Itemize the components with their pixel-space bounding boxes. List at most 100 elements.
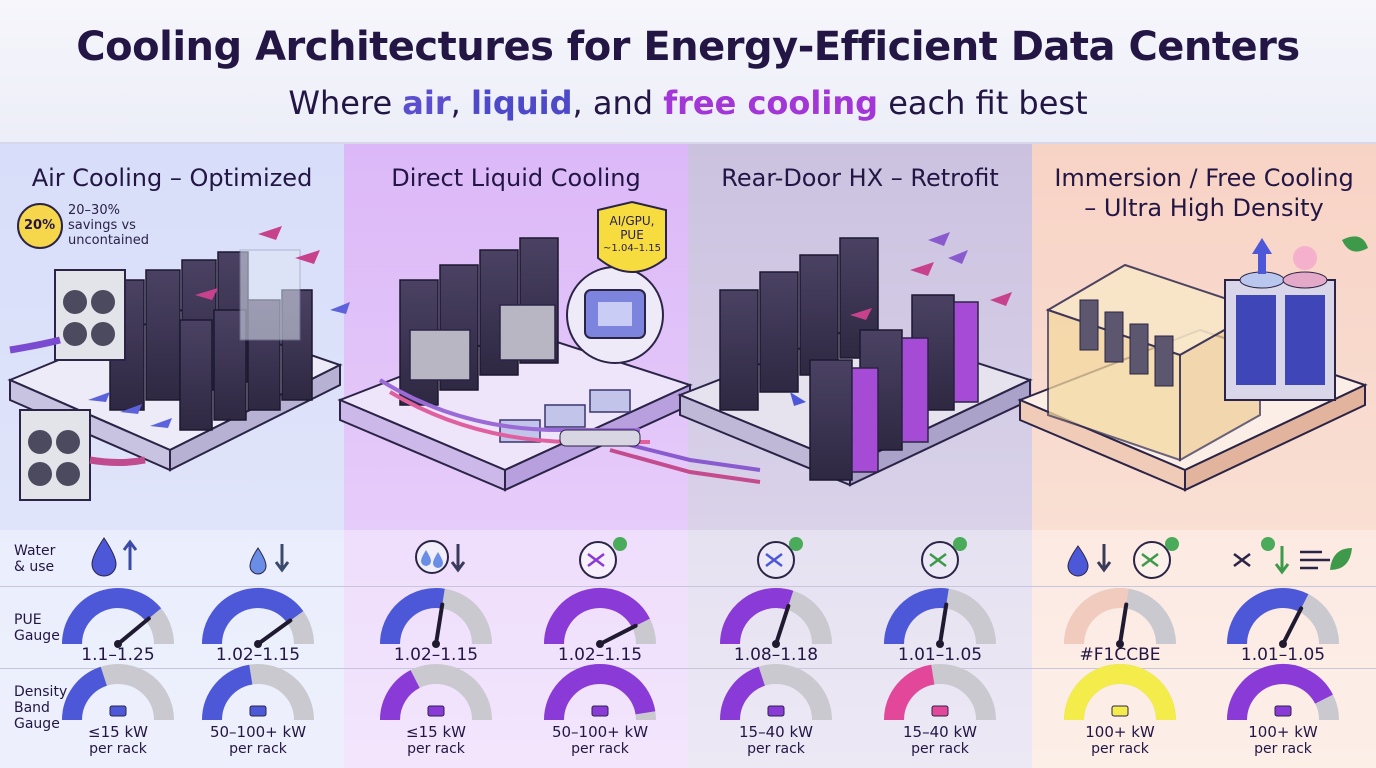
arrow-down-icon-3 bbox=[1096, 544, 1112, 573]
density-2-line-2: per rack bbox=[229, 741, 287, 757]
arrow-down-green-icon bbox=[1274, 546, 1290, 575]
rear-door-illustration bbox=[677, 232, 1033, 487]
density-gauge-3-server-icon bbox=[427, 705, 445, 717]
savings-badge-value: 20% bbox=[24, 218, 56, 233]
density-value-4: 50–100+ kW per rack bbox=[530, 724, 670, 758]
density-gauge-5-server-icon bbox=[767, 705, 785, 717]
density-value-7: 100+ kW per rack bbox=[1050, 724, 1190, 758]
savings-line-1: 20–30% bbox=[68, 203, 120, 218]
subtitle-post: each fit best bbox=[878, 84, 1088, 122]
density-gauge-1 bbox=[62, 664, 174, 721]
shuffle-check-icon-5 bbox=[1233, 537, 1275, 567]
pue-gauge-2 bbox=[202, 588, 314, 648]
density-value-5: 15–40 kW per rack bbox=[706, 724, 846, 758]
density-gauge-1-server-icon bbox=[109, 705, 127, 717]
pue-gauge-4-fill bbox=[544, 588, 650, 645]
density-gauge-5-fill bbox=[720, 666, 766, 721]
water-usage-icons bbox=[91, 537, 1352, 579]
density-label-1: Density bbox=[14, 684, 68, 700]
pue-gauge-3 bbox=[380, 588, 492, 648]
water-drop-icon bbox=[91, 537, 117, 577]
density-gauge-2 bbox=[202, 664, 314, 721]
shuffle-check-icon bbox=[579, 537, 627, 579]
pue-gauge-2-needle bbox=[256, 618, 293, 646]
pue-value-8: 1.01–1.05 bbox=[1240, 645, 1326, 665]
pue-gauge-1 bbox=[62, 588, 174, 648]
arrow-down-icon-2 bbox=[450, 544, 466, 573]
density-gauge-3 bbox=[380, 664, 492, 721]
column-title-immersion-1: Immersion / Free Cooling bbox=[1054, 164, 1354, 192]
pue-gauge-1-needle bbox=[116, 616, 151, 646]
pue-gauge-7-fill bbox=[1064, 588, 1129, 645]
wind-leaf-icon bbox=[1300, 548, 1352, 570]
subtitle-free-cooling: free cooling bbox=[663, 84, 879, 122]
pue-gauge-5-fill bbox=[720, 588, 794, 645]
water-drop-icon-2 bbox=[1067, 545, 1089, 577]
aigpu-line-1: AI/GPU, bbox=[609, 214, 655, 228]
row-divider-1 bbox=[0, 586, 1376, 587]
aigpu-line-2: PUE bbox=[620, 228, 644, 242]
pue-value-1: 1.1–1.25 bbox=[81, 645, 155, 665]
density-value-3: ≤15 kW per rack bbox=[366, 724, 506, 758]
density-gauge-2-server-icon bbox=[249, 705, 267, 717]
density-5-line-2: per rack bbox=[747, 741, 805, 757]
density-gauge-4-server-icon bbox=[591, 705, 609, 717]
density-2-line-1: 50–100+ kW bbox=[209, 723, 307, 741]
density-5-line-1: 15–40 kW bbox=[739, 723, 813, 741]
density-7-line-1: 100+ kW bbox=[1085, 723, 1155, 741]
density-6-line-2: per rack bbox=[911, 741, 969, 757]
pue-gauge-5-needle bbox=[774, 603, 791, 646]
density-gauge-8-fill bbox=[1227, 664, 1333, 721]
subtitle-air: air bbox=[402, 84, 451, 122]
density-gauge-4-fill bbox=[544, 664, 656, 721]
pue-gauge-5 bbox=[720, 588, 832, 648]
subtitle-sep-1: , bbox=[450, 84, 471, 122]
column-title-immersion-2: – Ultra High Density bbox=[1084, 194, 1324, 222]
pue-gauge-8-needle bbox=[1281, 606, 1304, 646]
density-value-6: 15–40 kW per rack bbox=[870, 724, 1010, 758]
shuffle-check-icon-2 bbox=[757, 537, 803, 579]
density-1-line-2: per rack bbox=[89, 741, 147, 757]
header: Cooling Architectures for Energy-Efficie… bbox=[0, 0, 1376, 144]
density-gauge-8 bbox=[1227, 664, 1339, 721]
pue-gauge-6-fill bbox=[884, 588, 949, 645]
density-gauge-7-server-icon bbox=[1111, 705, 1129, 717]
density-gauge-7-fill bbox=[1064, 664, 1176, 721]
page-title: Cooling Architectures for Energy-Efficie… bbox=[76, 24, 1300, 70]
savings-line-3: uncontained bbox=[68, 233, 149, 248]
illustrations bbox=[7, 200, 1368, 501]
pue-gauge-6-needle bbox=[938, 602, 949, 646]
density-gauge-8-server-icon bbox=[1274, 705, 1292, 717]
aigpu-line-3: ~1.04–1.15 bbox=[603, 243, 661, 254]
density-gauge-3-fill bbox=[380, 670, 421, 721]
column-title-reardoor: Rear-Door HX – Retrofit bbox=[721, 164, 999, 192]
savings-line-2: savings vs bbox=[68, 218, 136, 233]
density-gauge-6-server-icon bbox=[931, 705, 949, 717]
pue-gauge-1-fill bbox=[62, 588, 162, 645]
pue-label-2: Gauge bbox=[14, 628, 60, 644]
pue-gauge-7-needle bbox=[1118, 602, 1129, 646]
pue-gauge-3-fill bbox=[380, 588, 445, 645]
density-gauge-2-fill bbox=[202, 664, 253, 721]
column-title-air: Air Cooling – Optimized bbox=[31, 164, 313, 192]
direct-liquid-illustration bbox=[337, 200, 761, 492]
immersion-illustration bbox=[1017, 236, 1368, 492]
density-3-line-1: ≤15 kW bbox=[406, 723, 466, 741]
water-label-2: & use bbox=[14, 559, 55, 575]
water-label-1: Water bbox=[14, 543, 56, 559]
density-7-line-2: per rack bbox=[1091, 741, 1149, 757]
water-row-label: Water & use bbox=[14, 543, 55, 575]
subtitle-sep-2: , and bbox=[572, 84, 664, 122]
row-divider-2 bbox=[0, 668, 1376, 669]
water-drops-circle-icon bbox=[415, 540, 449, 574]
column-title-liquid: Direct Liquid Cooling bbox=[391, 164, 641, 192]
density-label-2: Band bbox=[14, 700, 50, 716]
arrow-down-icon bbox=[274, 544, 290, 573]
density-gauge-5 bbox=[720, 664, 832, 721]
density-value-8: 100+ kW per rack bbox=[1213, 724, 1353, 758]
density-gauge-4 bbox=[544, 664, 656, 721]
density-value-1: ≤15 kW per rack bbox=[48, 724, 188, 758]
pue-gauge-3-needle bbox=[434, 602, 445, 646]
pue-row-label: PUE Gauge bbox=[14, 612, 60, 644]
